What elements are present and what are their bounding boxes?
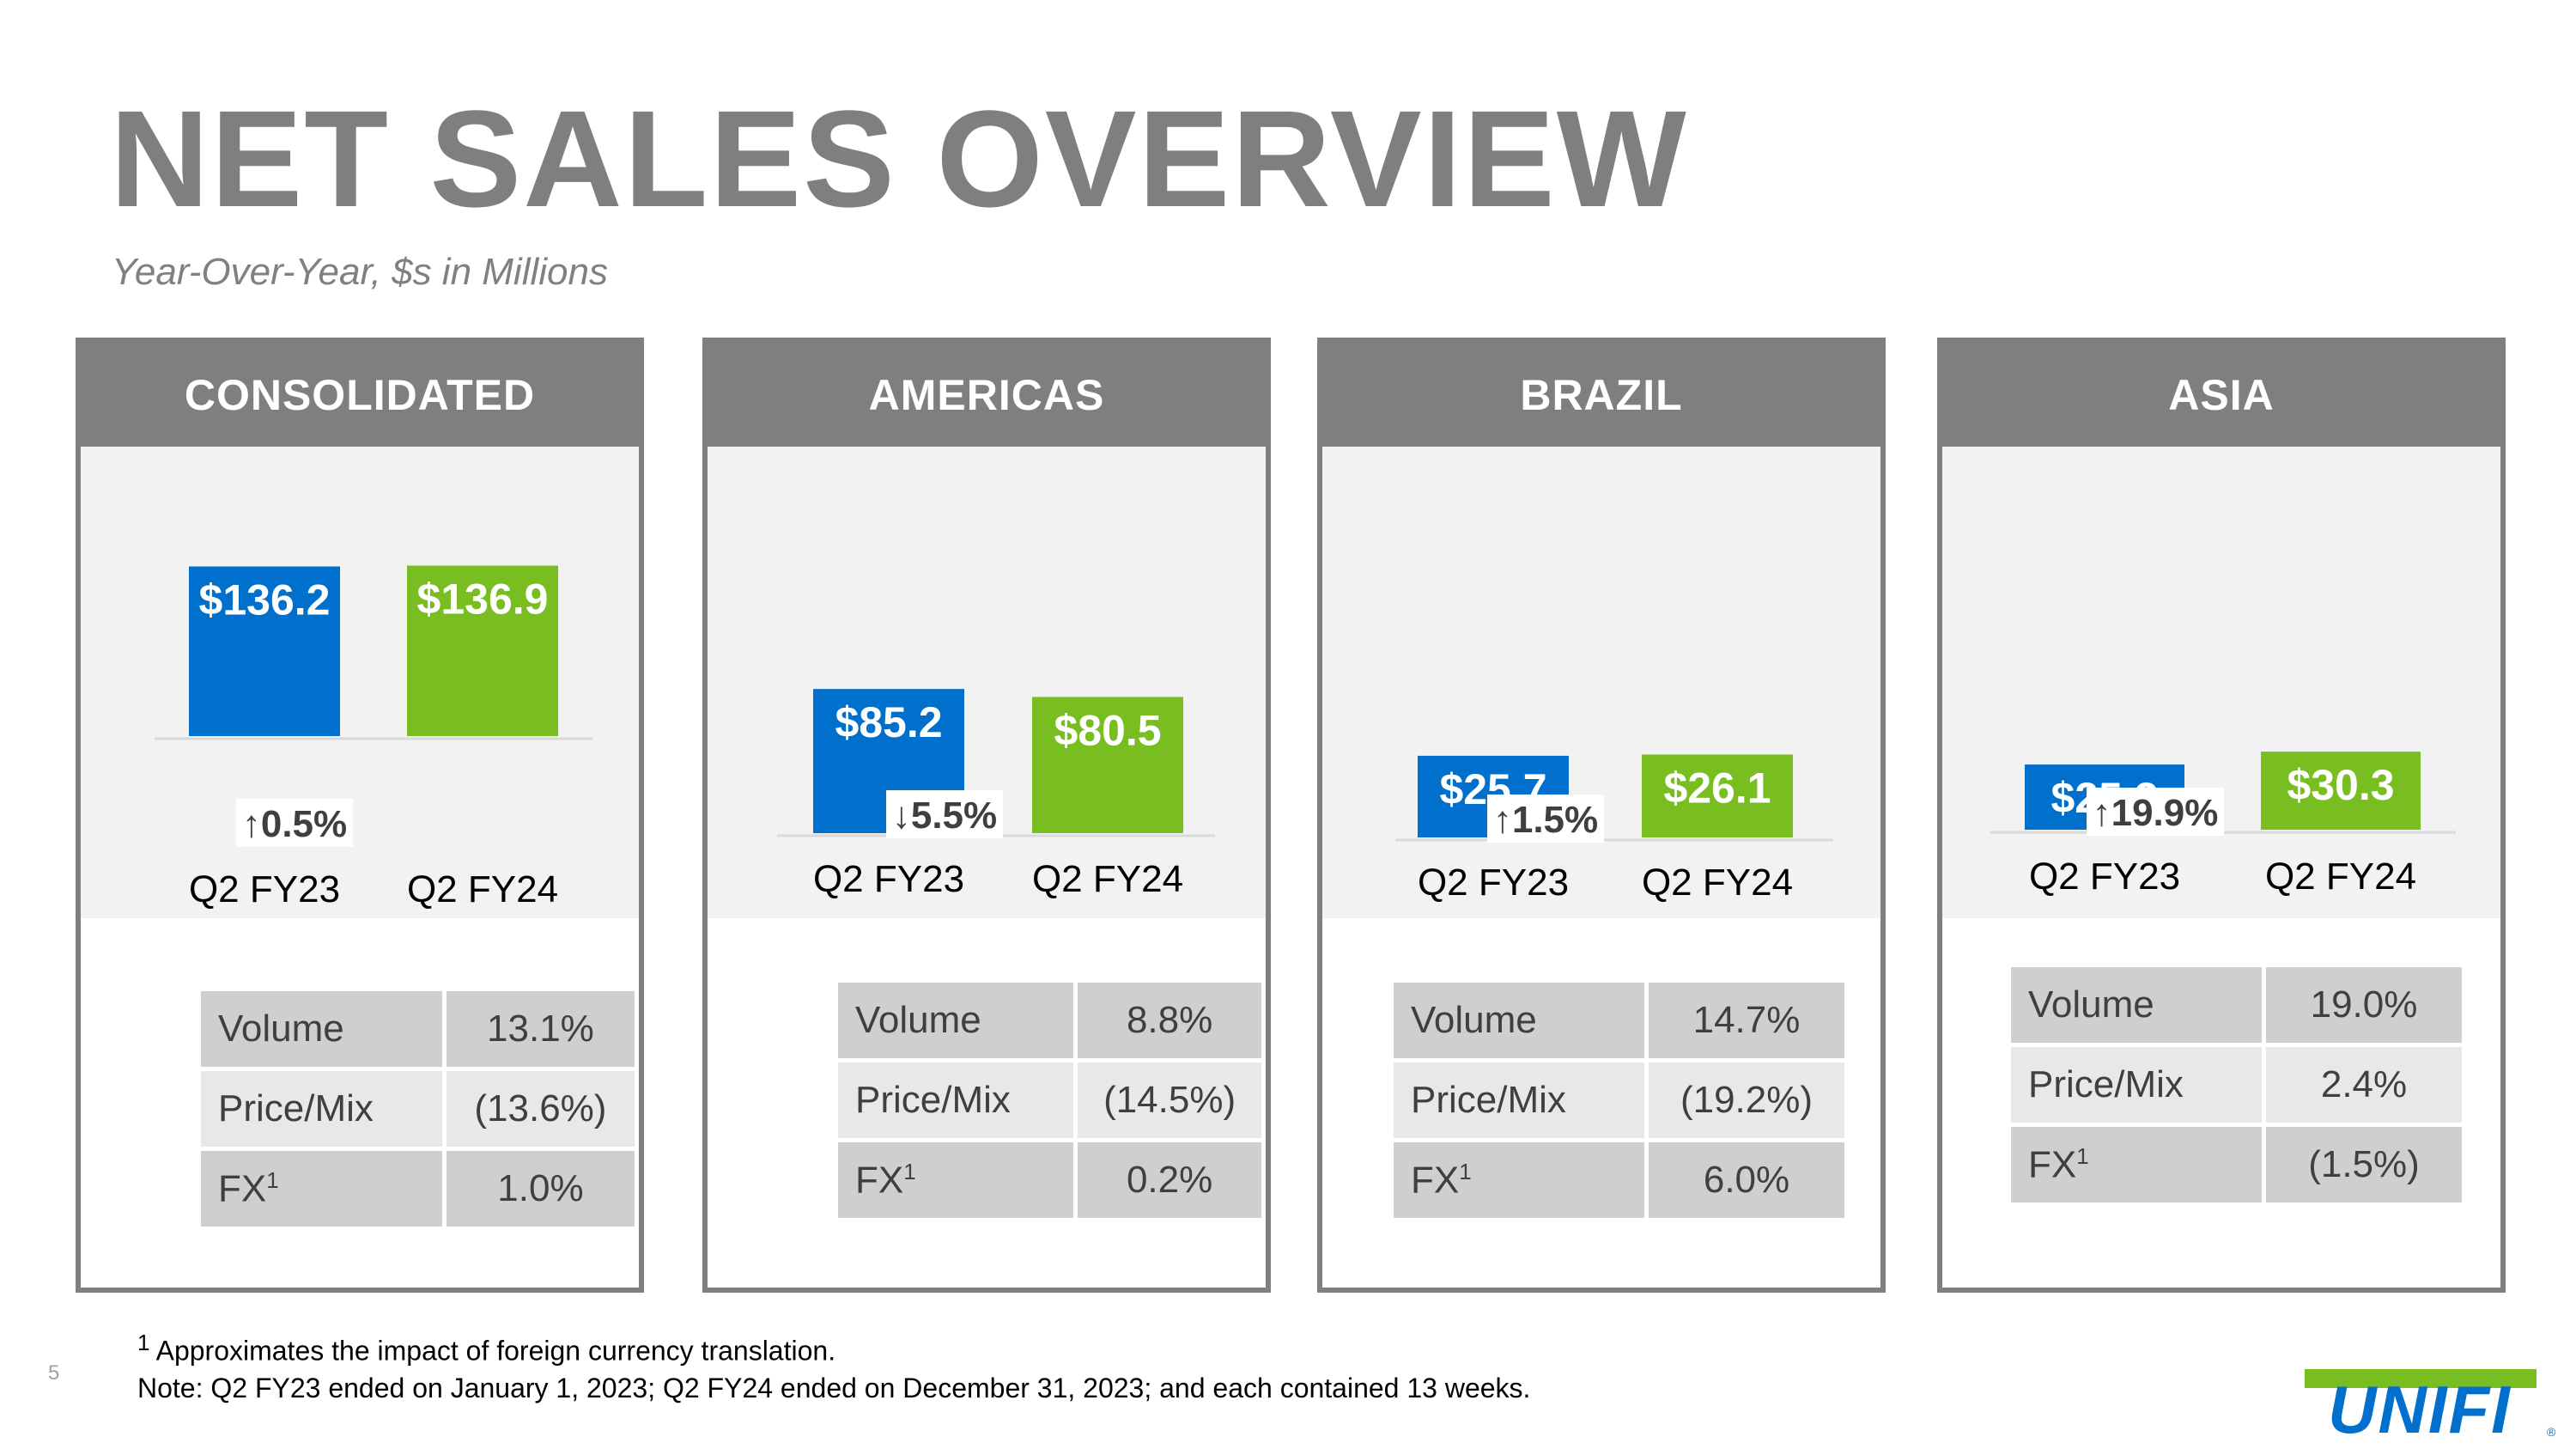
- driver-value: 19.0%: [2266, 967, 2462, 1043]
- logo-green-stripe: [2305, 1369, 2537, 1388]
- footnote-marker: 1: [266, 1166, 279, 1193]
- driver-row: Volume 14.7%: [1394, 983, 1844, 1058]
- note-text: Note: Q2 FY23 ended on January 1, 2023; …: [137, 1373, 1531, 1403]
- category-label: Q2 FY24: [407, 868, 558, 910]
- driver-value: (13.6%): [446, 1071, 635, 1147]
- driver-name: FX1: [201, 1151, 442, 1227]
- panel-consolidated: CONSOLIDATED $136.2 Q2 FY23 $136.9 Q2 FY24 ↑…: [76, 338, 644, 1293]
- panel-asia: ASIA $25.3Q2 FY23$30.3Q2 FY24↑19.9% Volu…: [1937, 338, 2506, 1293]
- footnote-marker: 1: [2076, 1142, 2089, 1169]
- bar-q2-fy23: [189, 566, 340, 736]
- driver-value: 13.1%: [446, 991, 635, 1067]
- footnote: 1 Approximates the impact of foreign cur…: [137, 1330, 835, 1367]
- category-label: Q2 FY23: [189, 868, 340, 910]
- driver-value: 0.2%: [1078, 1142, 1261, 1218]
- driver-value: (19.2%): [1649, 1062, 1844, 1138]
- driver-name: Volume: [838, 983, 1074, 1058]
- logo-text: UNIFI: [2328, 1372, 2512, 1440]
- bar-chart: $85.2 Q2 FY23 $80.5 Q2 FY24 ↓5.5%: [777, 689, 1215, 900]
- driver-name: Volume: [1394, 983, 1644, 1058]
- driver-name: Price/Mix: [2011, 1047, 2262, 1123]
- footnote-marker: 1: [1459, 1158, 1472, 1184]
- driver-row: Volume 8.8%: [838, 983, 1261, 1058]
- category-label: Q2 FY23: [2029, 855, 2180, 898]
- bar-value-label: $136.2: [199, 576, 331, 624]
- bar-chart: $136.2 Q2 FY23 $136.9 Q2 FY24 ↑0.5%: [155, 565, 592, 910]
- footnote-marker: 1: [137, 1330, 150, 1355]
- change-label: ↓5.5%: [892, 795, 997, 837]
- driver-name: FX1: [2011, 1127, 2262, 1202]
- driver-name: FX1: [838, 1142, 1074, 1218]
- bar-q2-fy24: [1642, 754, 1793, 837]
- chart-area: $136.2 Q2 FY23 $136.9 Q2 FY24 ↑0.5%: [81, 447, 639, 918]
- panel-header: CONSOLIDATED: [81, 343, 639, 447]
- category-label: Q2 FY24: [1642, 861, 1793, 904]
- driver-row: Price/Mix (14.5%): [838, 1062, 1261, 1138]
- driver-row: FX1 0.2%: [838, 1142, 1261, 1218]
- driver-row: Volume 13.1%: [201, 991, 635, 1067]
- drivers-table: Volume 13.1% Price/Mix (13.6%) FX1 1.0%: [197, 987, 639, 1231]
- chart-area: $25.3Q2 FY23$30.3Q2 FY24↑19.9%: [1942, 447, 2500, 918]
- logo-registered-mark: ®: [2547, 1425, 2556, 1439]
- driver-value: 14.7%: [1649, 983, 1844, 1058]
- chart-area: $25.7 Q2 FY23 $26.1 Q2 FY24 ↑1.5%: [1322, 447, 1880, 918]
- bar-q2-fy24: [1032, 697, 1183, 833]
- driver-row: Price/Mix (19.2%): [1394, 1062, 1844, 1138]
- change-badge: [236, 799, 353, 847]
- driver-value: (1.5%): [2266, 1127, 2462, 1202]
- driver-value: 6.0%: [1649, 1142, 1844, 1218]
- change-label: ↑19.9%: [2093, 792, 2219, 834]
- panel-brazil: BRAZIL $25.7 Q2 FY23 $26.1 Q2 FY24 ↑1.5% Vol…: [1317, 338, 1886, 1293]
- category-label: Q2 FY24: [1032, 858, 1183, 900]
- driver-row: FX1 6.0%: [1394, 1142, 1844, 1218]
- driver-value: 8.8%: [1078, 983, 1261, 1058]
- page-number: 5: [48, 1361, 60, 1385]
- bar-chart: $25.3Q2 FY23$30.3Q2 FY24↑19.9%: [1990, 752, 2456, 898]
- driver-name: Volume: [2011, 967, 2262, 1043]
- change-badge: [1487, 795, 1604, 843]
- unifi-logo: UNIFI ®: [2305, 1369, 2556, 1440]
- drivers-table: Volume 19.0% Price/Mix 2.4% FX1 (1.5%): [2007, 963, 2466, 1207]
- bar-chart: $25.7Q2 FY23$26.1Q2 FY24↑1.5%: [1395, 754, 1833, 904]
- driver-name: Price/Mix: [201, 1071, 442, 1147]
- driver-row: FX1 1.0%: [201, 1151, 635, 1227]
- driver-name: Price/Mix: [1394, 1062, 1644, 1138]
- change-badge: [2087, 788, 2224, 836]
- change-badge: [886, 790, 1003, 838]
- change-label: ↑0.5%: [242, 803, 347, 845]
- footnote-marker: 1: [903, 1158, 916, 1184]
- panel-header: ASIA: [1942, 343, 2500, 447]
- driver-row: Price/Mix (13.6%): [201, 1071, 635, 1147]
- footnote-text: Approximates the impact of foreign curre…: [155, 1335, 836, 1367]
- page-title: NET SALES OVERVIEW: [110, 82, 1688, 235]
- driver-row: FX1 (1.5%): [2011, 1127, 2462, 1202]
- bar-value-label: $85.2: [835, 698, 942, 746]
- driver-name: Volume: [201, 991, 442, 1067]
- driver-row: Volume 19.0%: [2011, 967, 2462, 1043]
- bar-q2-fy24: [2261, 752, 2421, 830]
- category-label: Q2 FY23: [1418, 861, 1569, 904]
- panel-americas: AMERICAS $85.2 Q2 FY23 $80.5 Q2 FY24 ↓5.5% V…: [702, 338, 1271, 1293]
- bar-value-label: $30.3: [2287, 761, 2394, 809]
- bar-value-label: $136.9: [417, 575, 549, 623]
- drivers-table: Volume 14.7% Price/Mix (19.2%) FX1 6.0%: [1389, 978, 1849, 1222]
- driver-name: Price/Mix: [838, 1062, 1074, 1138]
- driver-value: (14.5%): [1078, 1062, 1261, 1138]
- driver-value: 1.0%: [446, 1151, 635, 1227]
- change-label: ↑1.5%: [1493, 799, 1598, 841]
- category-label: Q2 FY24: [2265, 855, 2416, 898]
- bar-value-label: $80.5: [1054, 706, 1161, 754]
- bar-q2-fy24: [407, 565, 558, 736]
- category-label: Q2 FY23: [813, 858, 964, 900]
- driver-value: 2.4%: [2266, 1047, 2462, 1123]
- panel-header: BRAZIL: [1322, 343, 1880, 447]
- bar-value-label: $26.1: [1663, 764, 1771, 812]
- page-subtitle: Year-Over-Year, $s in Millions: [112, 251, 608, 293]
- chart-area: $85.2 Q2 FY23 $80.5 Q2 FY24 ↓5.5%: [708, 447, 1266, 918]
- panel-header: AMERICAS: [708, 343, 1266, 447]
- driver-name: FX1: [1394, 1142, 1644, 1218]
- drivers-table: Volume 8.8% Price/Mix (14.5%) FX1 0.2%: [834, 978, 1266, 1222]
- driver-row: Price/Mix 2.4%: [2011, 1047, 2462, 1123]
